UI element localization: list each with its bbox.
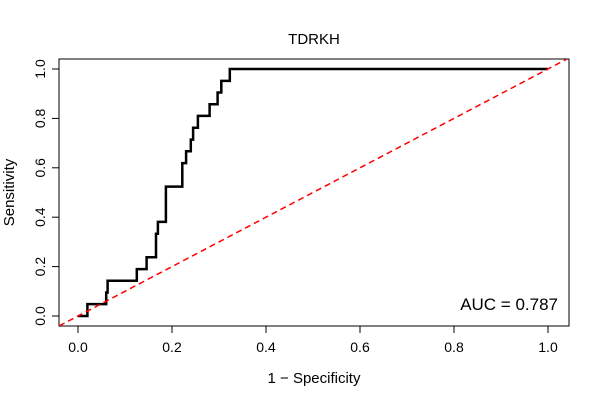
auc-annotation: AUC = 0.787 (460, 295, 558, 314)
x-tick-label: 1.0 (538, 339, 558, 355)
x-tick-label: 0.0 (68, 339, 88, 355)
y-tick-label: 0.0 (32, 306, 48, 326)
y-tick-label: 1.0 (32, 59, 48, 79)
y-tick-label: 0.2 (32, 257, 48, 277)
x-tick-label: 0.8 (444, 339, 464, 355)
roc-curve-line (78, 67, 548, 318)
plot-area (59, 59, 568, 326)
plot-frame (58, 58, 570, 327)
reference-diagonal-line (59, 59, 568, 326)
y-axis-title: Sensitivity (1, 158, 18, 226)
y-axis: 0.0 0.2 0.4 0.6 0.8 1.0 (32, 59, 60, 326)
x-tick-label: 0.4 (256, 339, 276, 355)
y-tick-label: 0.6 (32, 158, 48, 178)
y-tick-label: 0.8 (32, 108, 48, 128)
y-tick-label: 0.4 (32, 207, 48, 227)
x-axis-title: 1 − Specificity (268, 370, 361, 387)
x-axis: 0.0 0.2 0.4 0.6 0.8 1.0 (68, 325, 558, 355)
x-tick-label: 0.6 (350, 339, 370, 355)
x-tick-label: 0.2 (162, 339, 182, 355)
chart-title: TDRKH (288, 31, 340, 48)
